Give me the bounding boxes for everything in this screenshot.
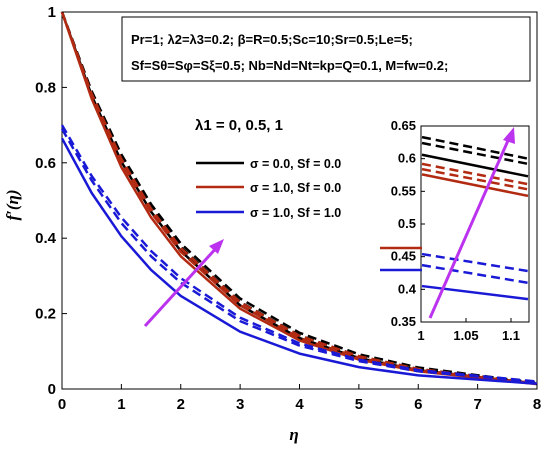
inset-x-tick-label-1: 1.05 bbox=[453, 328, 478, 343]
x-tick-label-5: 5 bbox=[355, 396, 363, 413]
inset-series-line-8 bbox=[421, 284, 529, 301]
inset-series-line-1 bbox=[421, 141, 529, 166]
parameter-box bbox=[121, 16, 531, 82]
inset-series-line-6 bbox=[421, 252, 529, 273]
inset-x-tick-label-2: 1.1 bbox=[502, 328, 520, 343]
lambda-arrow-inset bbox=[428, 127, 515, 319]
inset-y-tick-label-0: 0.35 bbox=[391, 314, 416, 329]
y-tick-label-0: 0 bbox=[48, 381, 56, 398]
series-line-8 bbox=[60, 137, 538, 385]
parameter-line-2: Sf=Sθ=Sφ=Sξ=0.5; Nb=Nd=Nt=kp=Q=0.1, M=fw… bbox=[131, 58, 448, 73]
inset-y-tick-label-6: 0.65 bbox=[391, 118, 416, 133]
inset-series-line-4 bbox=[421, 167, 529, 191]
inset-curves bbox=[421, 135, 529, 301]
x-tick-label-4: 4 bbox=[295, 396, 304, 413]
axis-ticks: 0 1 2 3 4 5 6 7 8 0 0.2 0.4 0.6 0.8 1 bbox=[35, 4, 541, 413]
x-tick-label-6: 6 bbox=[414, 396, 422, 413]
inset-y-tick-label-2: 0.45 bbox=[391, 249, 416, 264]
x-tick-label-1: 1 bbox=[117, 396, 125, 413]
y-tick-label-4: 0.8 bbox=[35, 79, 56, 96]
y-axis-label: f′(η) bbox=[3, 189, 22, 220]
inset-y-tick-label-1: 0.4 bbox=[398, 281, 417, 296]
parameter-line-1: Pr=1; λ2=λ3=0.2; β=R=0.5;Sc=10;Sr=0.5;Le… bbox=[131, 32, 413, 47]
x-axis-label: η bbox=[289, 425, 298, 444]
legend-label-0: σ = 0.0, Sf = 0.0 bbox=[250, 157, 341, 171]
inset-ticks: 1 1.05 1.1 0.35 0.4 0.45 0.5 0.55 0.6 0.65 bbox=[391, 118, 520, 343]
x-tick-label-0: 0 bbox=[58, 396, 66, 413]
y-tick-label-2: 0.4 bbox=[35, 230, 57, 247]
curves-group bbox=[60, 11, 538, 386]
x-tick-label-3: 3 bbox=[236, 396, 244, 413]
series-line-3 bbox=[60, 11, 538, 385]
lambda-arrow-main bbox=[143, 239, 224, 328]
x-tick-label-8: 8 bbox=[533, 396, 541, 413]
y-tick-label-1: 0.2 bbox=[35, 306, 56, 323]
inset-series-line-3 bbox=[421, 162, 529, 186]
y-tick-label-3: 0.6 bbox=[35, 155, 56, 172]
inset-y-tick-label-5: 0.6 bbox=[398, 151, 416, 166]
legend-label-2: σ = 1.0, Sf = 1.0 bbox=[250, 206, 341, 220]
y-tick-label-5: 1 bbox=[48, 4, 56, 21]
inset-y-tick-label-3: 0.5 bbox=[398, 216, 416, 231]
series-line-6 bbox=[60, 124, 538, 383]
x-tick-label-7: 7 bbox=[473, 396, 481, 413]
inset-series-line-5 bbox=[421, 173, 529, 198]
inset-y-tick-label-4: 0.55 bbox=[391, 183, 416, 198]
inset-series-line-7 bbox=[421, 263, 529, 285]
inset-chart: 1 1.05 1.1 0.35 0.4 0.45 0.5 0.55 0.6 0.65 bbox=[391, 118, 530, 343]
legend-label-1: σ = 1.0, Sf = 0.0 bbox=[250, 181, 341, 195]
legend: σ = 0.0, Sf = 0.0 σ = 1.0, Sf = 0.0 σ = … bbox=[196, 157, 341, 220]
inset-series-line-2 bbox=[421, 153, 529, 178]
series-line-7 bbox=[60, 128, 538, 384]
lambda-label: λ1 = 0, 0.5, 1 bbox=[195, 117, 283, 134]
x-tick-label-2: 2 bbox=[177, 396, 185, 413]
inset-x-tick-label-0: 1 bbox=[417, 328, 424, 343]
inset-series-line-0 bbox=[421, 135, 529, 160]
